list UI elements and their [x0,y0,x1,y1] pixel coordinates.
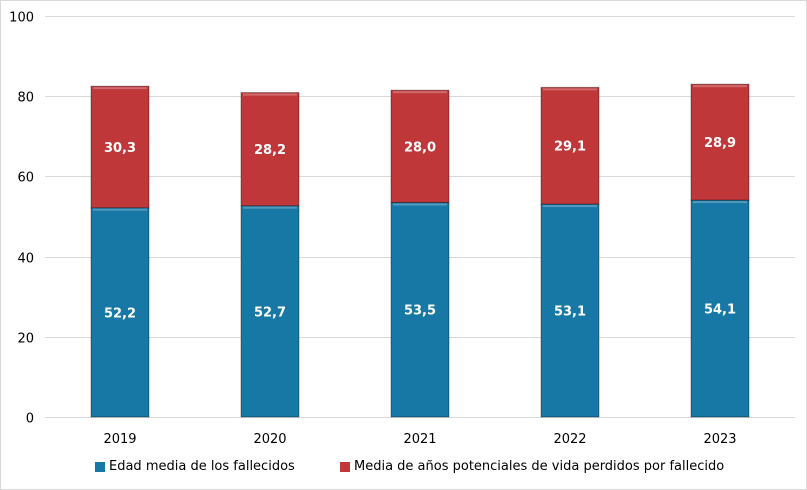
bar-segment [690,83,750,201]
y-tick-label: 60 [17,171,34,186]
bar-segment [390,89,450,203]
data-label: 52,7 [254,305,286,320]
bar-segment [240,92,300,207]
bar-segment [540,203,600,418]
y-tick-label: 40 [17,252,34,267]
bar-bevel [243,206,297,209]
data-label: 28,2 [254,143,286,158]
bar-bevel [543,205,597,208]
x-tick-label: 2023 [703,432,736,447]
bar-segment [90,85,150,209]
legend-label: Edad media de los fallecidos [109,459,295,474]
legend-item-anos-perdidos: Media de años potenciales de vida perdid… [340,459,724,474]
bar-bevel [93,87,147,90]
data-label: 28,9 [704,136,736,151]
x-tick-label: 2021 [403,432,436,447]
bar-bevel [393,91,447,94]
data-label: 54,1 [704,303,736,318]
x-tick-label: 2019 [103,432,136,447]
y-tick-label: 80 [17,91,34,106]
data-label: 53,1 [554,305,586,320]
legend-swatch-red [340,461,350,472]
legend-swatch-blue [95,461,105,472]
data-label: 52,2 [104,306,136,321]
bar-bevel [93,208,147,211]
data-label: 28,0 [404,140,436,155]
y-tick-label: 0 [26,412,34,427]
bar-segment [690,199,750,418]
bar-segment [240,205,300,418]
y-tick-label: 20 [17,332,34,347]
data-label: 53,5 [404,304,436,319]
bar-segment [540,86,600,205]
bar-segment [390,201,450,418]
bar-bevel [393,203,447,206]
bar-bevel [693,201,747,204]
legend-label: Media de años potenciales de vida perdid… [354,459,725,474]
data-label: 30,3 [104,141,136,156]
bar-bevel [693,85,747,88]
bar-bevel [243,93,297,96]
x-tick-label: 2020 [253,432,286,447]
x-tick-label: 2022 [553,432,586,447]
bar-bevel [543,88,597,91]
legend-item-edad-media: Edad media de los fallecidos [95,459,295,474]
y-tick-label: 100 [9,11,34,26]
data-label: 29,1 [554,140,586,155]
